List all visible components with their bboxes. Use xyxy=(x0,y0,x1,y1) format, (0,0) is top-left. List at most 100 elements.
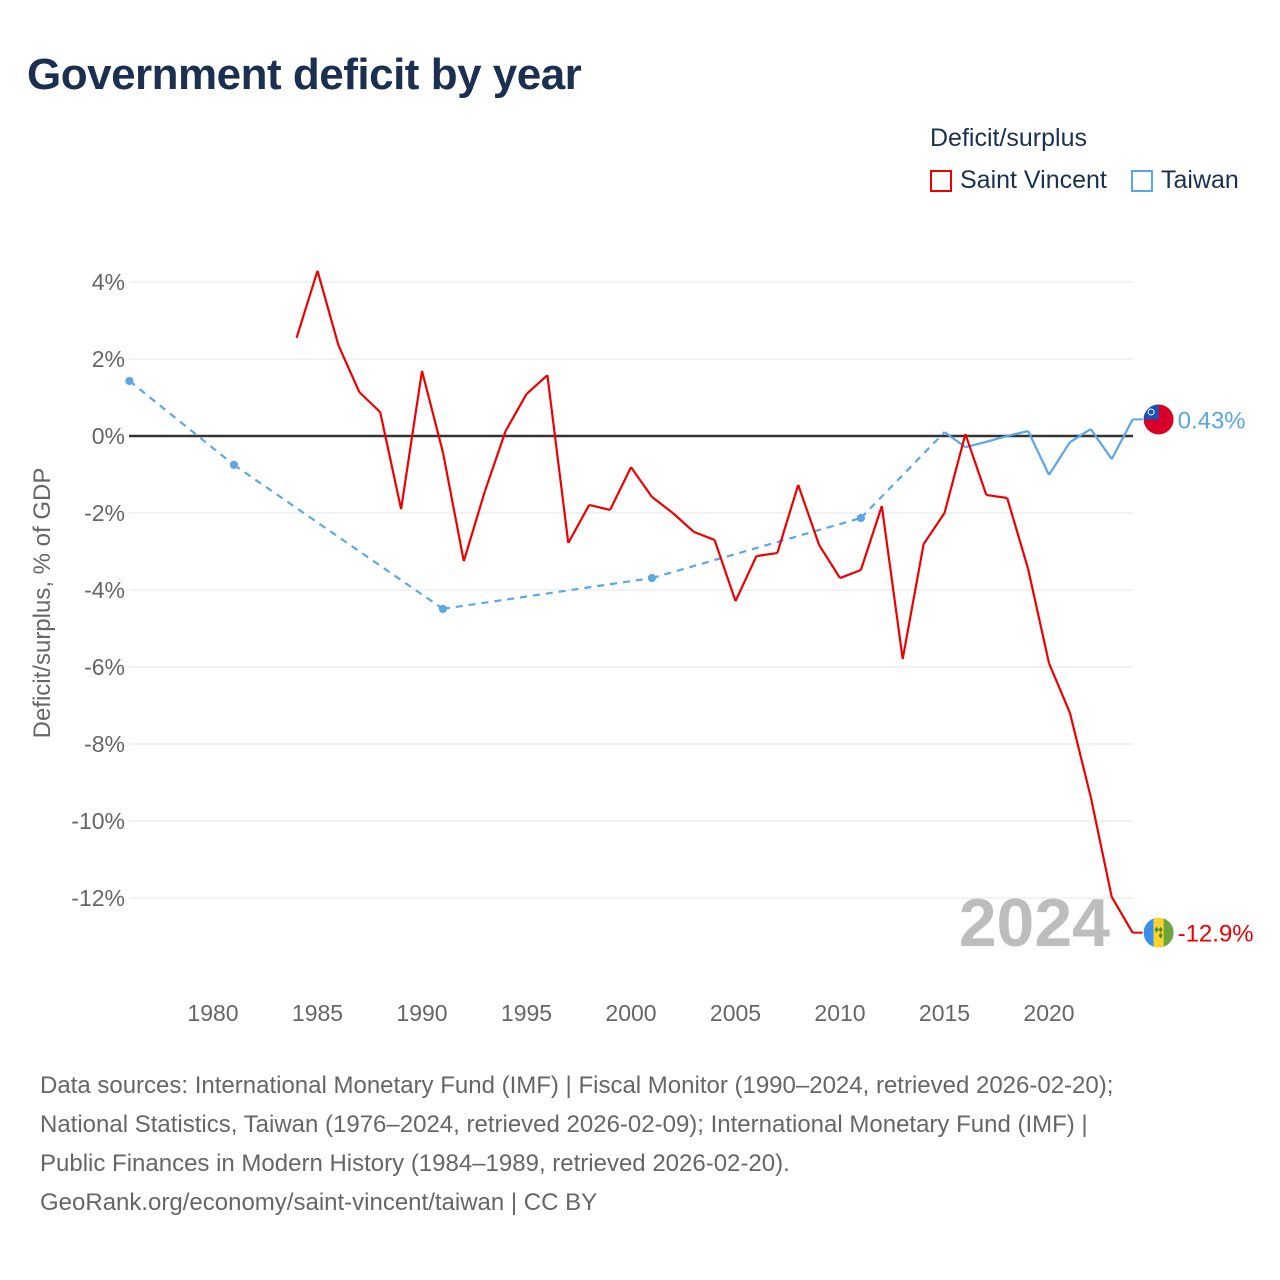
y-tick-label: -6% xyxy=(84,654,125,680)
series-segment xyxy=(672,512,695,533)
source-line: National Statistics, Taiwan (1976–2024, … xyxy=(40,1111,1088,1138)
series-taiwan: 0.43% xyxy=(125,376,1246,613)
series-segment xyxy=(358,391,381,413)
series-segment xyxy=(901,543,925,660)
series-segment xyxy=(734,555,758,602)
series-segment xyxy=(316,270,340,346)
saint-vincent-flag-icon xyxy=(1143,917,1174,948)
series-segment xyxy=(651,495,674,514)
sources: Data sources: International Monetary Fun… xyxy=(40,1066,1113,1222)
source-line: Public Finances in Modern History (1984–… xyxy=(40,1150,790,1177)
series-segment xyxy=(943,433,967,514)
series-segment xyxy=(756,551,778,558)
line-chart: 4% 2% 0% -2% -4% -6% -8% -10% -12% 1980 1985 1990 19… xyxy=(29,269,1254,1026)
series-segment xyxy=(462,491,486,562)
legend-item-taiwan[interactable]: Taiwan xyxy=(1131,166,1239,195)
x-tick-label: 1980 xyxy=(187,1000,238,1026)
data-point xyxy=(438,604,447,613)
series-segment xyxy=(546,375,570,544)
series-segment xyxy=(860,431,946,519)
series-segment xyxy=(483,430,507,493)
year-label: 2024 xyxy=(959,885,1110,961)
x-tick-label: 1995 xyxy=(501,1000,552,1026)
series-segment xyxy=(609,466,632,511)
source-line: Data sources: International Monetary Fun… xyxy=(40,1072,1114,1099)
series-segment xyxy=(441,451,465,562)
x-tick-label: 1990 xyxy=(396,1000,447,1026)
flag-gold xyxy=(1153,917,1164,948)
series-segment xyxy=(420,370,444,453)
series-segment xyxy=(1068,712,1092,798)
series-segment xyxy=(442,576,653,610)
page-title: Government deficit by year xyxy=(27,50,582,99)
series-segment xyxy=(986,493,1008,500)
y-tick-label: -8% xyxy=(84,731,125,757)
flag-blue xyxy=(1143,917,1154,948)
series-segment xyxy=(525,374,549,395)
x-tick-label: 2000 xyxy=(605,1000,656,1026)
end-value-label: 0.43% xyxy=(1178,407,1246,434)
y-tick-label: -12% xyxy=(71,885,125,911)
flag-sun xyxy=(1147,408,1155,416)
series-segment xyxy=(880,505,904,660)
series-segment xyxy=(964,433,988,496)
series-segment xyxy=(839,568,862,580)
end-value-label: -12.9% xyxy=(1178,921,1254,948)
y-axis-label: Deficit/surplus, % of GDP xyxy=(29,468,56,739)
y-tick-label: 0% xyxy=(92,423,125,449)
series-segment xyxy=(295,270,319,339)
x-tick-label: 2005 xyxy=(710,1000,761,1026)
series-segment xyxy=(1110,418,1134,460)
data-point xyxy=(229,460,238,469)
series-segment xyxy=(986,434,1008,443)
y-tick-label: 2% xyxy=(92,346,125,372)
y-tick-label: -2% xyxy=(84,500,125,526)
series-saint-vincent: -12.9% xyxy=(295,270,1254,948)
legend-title: Deficit/surplus xyxy=(930,124,1087,152)
series-segment xyxy=(1089,428,1113,460)
y-tick-label: 4% xyxy=(92,269,125,295)
series-segment xyxy=(1069,428,1092,444)
source-link[interactable]: GeoRank.org/economy/saint-vincent/taiwan… xyxy=(40,1189,598,1216)
series-segment xyxy=(379,411,403,510)
legend-item-saint-vincent[interactable]: Saint Vincent xyxy=(930,166,1107,195)
legend-swatch xyxy=(1131,169,1153,192)
x-tick-label: 2015 xyxy=(919,1000,970,1026)
data-point xyxy=(856,514,865,523)
series-segment xyxy=(651,516,862,580)
legend-label: Saint Vincent xyxy=(960,166,1107,194)
series-segment xyxy=(1110,896,1134,934)
series-segment xyxy=(922,512,946,545)
legend-label: Taiwan xyxy=(1161,166,1239,194)
y-tick-label: -10% xyxy=(71,808,125,834)
series-segment xyxy=(713,539,737,602)
flag-diamonds xyxy=(1154,926,1163,939)
series-segment xyxy=(233,463,444,610)
y-tick-label: -4% xyxy=(84,577,125,603)
series-segment xyxy=(588,503,611,511)
series-segment xyxy=(504,393,528,432)
series-segment xyxy=(128,380,235,466)
x-tick-label: 2020 xyxy=(1023,1000,1074,1026)
series-segment xyxy=(693,530,715,541)
series-segment xyxy=(1006,497,1030,570)
series-segment xyxy=(1006,429,1029,438)
data-point xyxy=(647,574,656,583)
series-segment xyxy=(400,370,424,510)
series-segment xyxy=(1027,430,1050,476)
series-segment xyxy=(776,484,800,554)
x-tick-label: 1985 xyxy=(292,1000,343,1026)
series-segment xyxy=(567,504,591,544)
series-segment xyxy=(797,484,821,546)
flag-green xyxy=(1163,917,1174,948)
taiwan-flag-icon xyxy=(1143,404,1174,435)
series-segment xyxy=(1027,568,1051,664)
x-tick-label: 2010 xyxy=(814,1000,865,1026)
series-segment xyxy=(630,466,653,498)
series-segment xyxy=(818,544,841,579)
data-point xyxy=(125,376,134,385)
legend-swatch xyxy=(930,169,952,192)
series-segment xyxy=(1048,441,1071,476)
flag-canton xyxy=(1143,404,1159,420)
